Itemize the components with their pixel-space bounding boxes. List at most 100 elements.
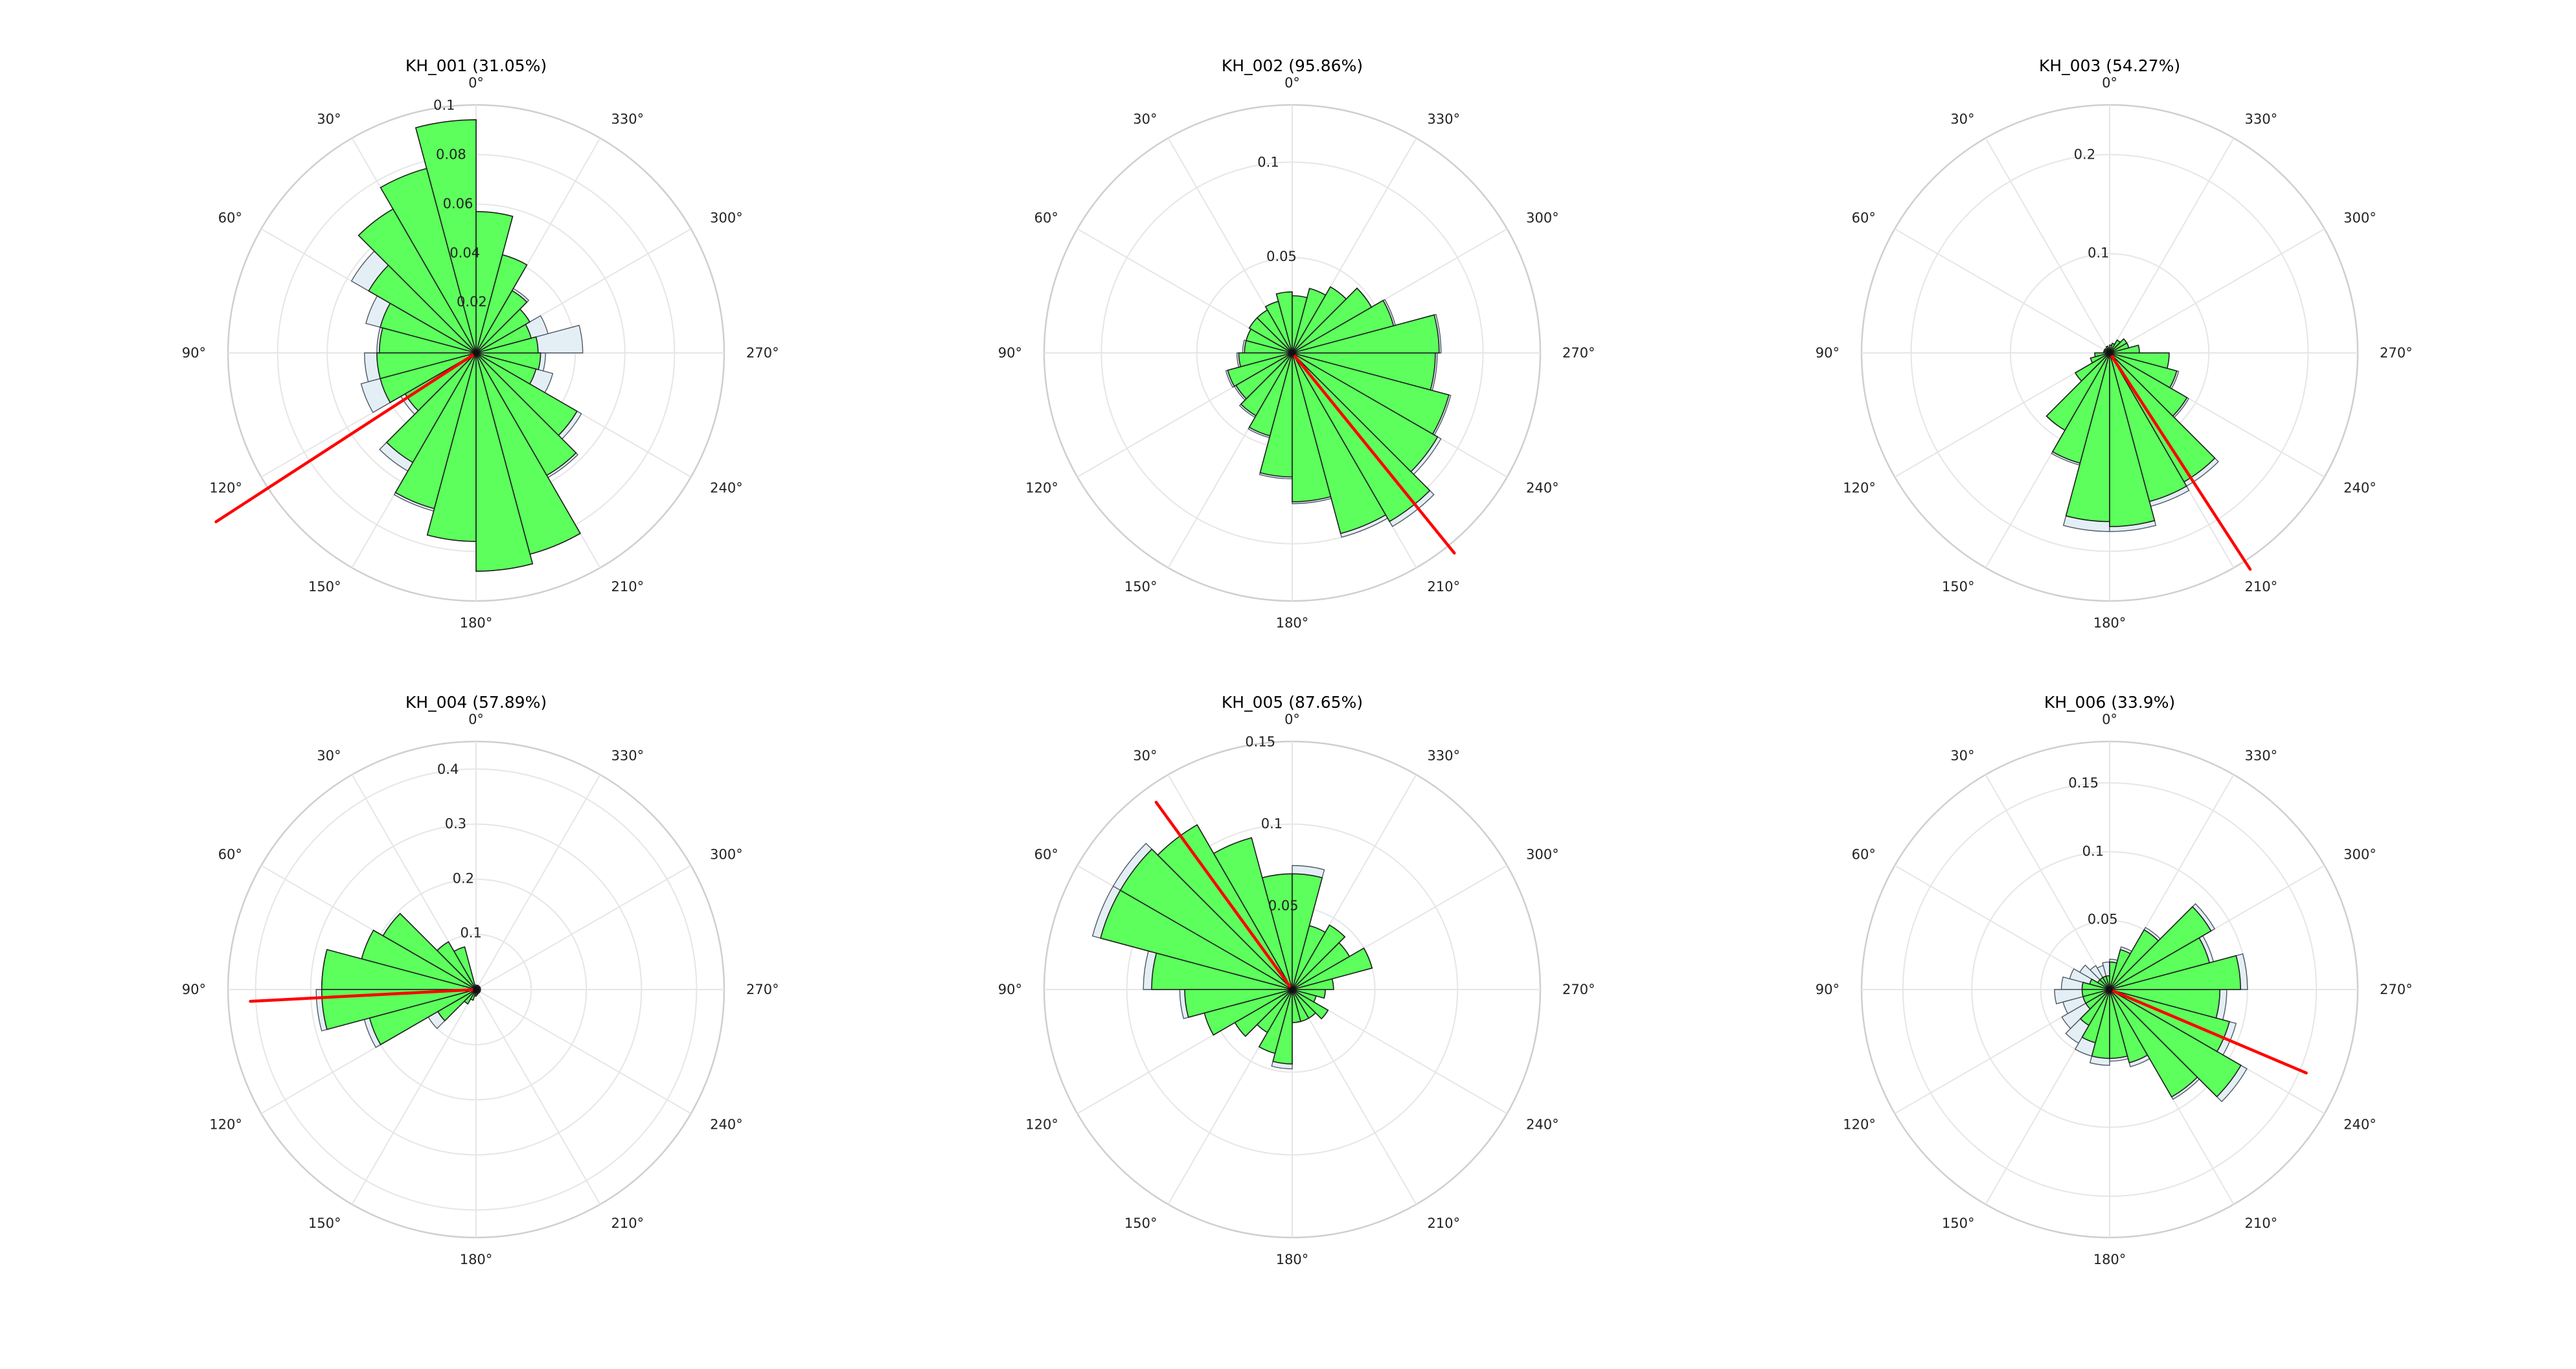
angle-tick-label: 60° bbox=[1034, 847, 1058, 863]
angle-tick-label: 90° bbox=[1816, 982, 1840, 997]
grid-spoke bbox=[1985, 137, 2110, 354]
angle-tick-label: 30° bbox=[317, 111, 341, 127]
polar-origin bbox=[2106, 986, 2113, 993]
polar-panel-1: 0.02 0.04 0.06 0.08 0.1 0° 30° 60° 90° 120° 150° 18… bbox=[182, 56, 779, 631]
radial-tick-label: 0.1 bbox=[460, 925, 481, 941]
panel-title: KH_006 (33.9%) bbox=[2044, 693, 2175, 712]
angle-tick-label: 330° bbox=[1428, 111, 1461, 127]
angle-tick-label: 150° bbox=[308, 1216, 341, 1231]
angle-tick-label: 240° bbox=[1526, 481, 1559, 496]
angle-tick-label: 150° bbox=[1942, 579, 1975, 594]
angle-tick-label: 300° bbox=[710, 210, 743, 226]
histogram-bar bbox=[2109, 338, 2128, 354]
angle-tick-label: 180° bbox=[2093, 615, 2126, 631]
histogram-bar bbox=[475, 210, 514, 354]
radial-tick-label: 0.15 bbox=[1245, 734, 1275, 750]
histogram-bar bbox=[1292, 947, 1373, 990]
angle-tick-label: 300° bbox=[2343, 210, 2377, 226]
histogram-bar bbox=[475, 352, 581, 555]
histogram-bar bbox=[380, 352, 477, 403]
radial-tick-label: 0.3 bbox=[445, 816, 466, 832]
angle-tick-label: 0° bbox=[468, 712, 484, 727]
radial-tick-label: 0.02 bbox=[457, 294, 487, 310]
radial-tick-label: 0.1 bbox=[2088, 245, 2109, 260]
mean-direction-line bbox=[1290, 351, 1456, 555]
radial-tick-label: 0.1 bbox=[2082, 843, 2104, 859]
grid-spoke bbox=[1292, 989, 1417, 1205]
angle-tick-label: 330° bbox=[611, 111, 644, 127]
angle-tick-label: 240° bbox=[710, 481, 743, 496]
histogram-bar bbox=[1292, 352, 1450, 435]
angle-tick-label: 120° bbox=[209, 1117, 242, 1133]
histogram-bar bbox=[2109, 339, 2121, 354]
radial-tick-label: 0.05 bbox=[2088, 912, 2118, 927]
grid-spoke bbox=[2109, 228, 2325, 354]
angle-tick-label: 0° bbox=[1284, 75, 1300, 91]
angle-tick-label: 330° bbox=[2245, 111, 2278, 127]
angle-tick-label: 120° bbox=[1025, 1117, 1058, 1133]
histogram-bar bbox=[1151, 952, 1293, 990]
histogram-bar bbox=[1248, 317, 1293, 354]
histogram-bar bbox=[1264, 300, 1293, 354]
angle-tick-label: 30° bbox=[1950, 111, 1974, 127]
angle-tick-label: 30° bbox=[1950, 748, 1974, 764]
histogram-bar bbox=[463, 989, 477, 1005]
angle-tick-label: 210° bbox=[2245, 579, 2278, 594]
radial-tick-label: 0.15 bbox=[2068, 775, 2099, 791]
histogram-bar bbox=[1292, 924, 1346, 990]
angle-tick-label: 150° bbox=[1942, 1216, 1975, 1231]
angle-tick-label: 300° bbox=[2343, 847, 2377, 863]
grid-spoke bbox=[475, 865, 692, 990]
histogram-bar bbox=[475, 352, 541, 370]
grid-spoke bbox=[2109, 137, 2235, 354]
polar-origin bbox=[473, 986, 479, 993]
histogram-bar bbox=[368, 264, 477, 354]
radial-tick-label: 0.06 bbox=[443, 196, 473, 211]
polar-panel-5: 0.05 0.1 0.15 0° 30° 60° 90° 120° 150° 180° 210° 24… bbox=[998, 693, 1595, 1267]
angle-tick-label: 120° bbox=[1843, 481, 1876, 496]
angle-tick-label: 270° bbox=[746, 982, 779, 997]
angle-tick-label: 150° bbox=[1124, 579, 1157, 594]
histogram-bar bbox=[2109, 352, 2178, 389]
radial-tick-label: 0.2 bbox=[2074, 147, 2095, 163]
radial-tick-label: 0.05 bbox=[1268, 898, 1299, 914]
polar-panel-3: 0.1 0.2 0° 30° 60° 90° 120° 150° 180° 210° 240° 270… bbox=[1816, 56, 2413, 631]
histogram-bar bbox=[2109, 352, 2188, 417]
angle-tick-label: 300° bbox=[1526, 847, 1559, 863]
angle-tick-label: 240° bbox=[1526, 1117, 1559, 1133]
polar-origin bbox=[1289, 986, 1295, 993]
angle-tick-label: 90° bbox=[1816, 345, 1840, 361]
panel-title: KH_005 (87.65%) bbox=[1222, 693, 1363, 712]
histogram-bar bbox=[2109, 989, 2242, 1098]
radial-tick-label: 0.05 bbox=[1266, 249, 1297, 264]
grid-spoke bbox=[475, 989, 601, 1205]
angle-tick-label: 120° bbox=[209, 481, 242, 496]
panel-title: KH_004 (57.89%) bbox=[405, 693, 547, 712]
angle-tick-label: 90° bbox=[998, 982, 1022, 997]
histogram-bar bbox=[1292, 352, 1439, 473]
mean-direction-line bbox=[214, 351, 478, 523]
grid-spoke bbox=[1894, 228, 2110, 354]
histogram-bar bbox=[380, 168, 477, 354]
angle-tick-label: 240° bbox=[2343, 1117, 2377, 1133]
angle-tick-label: 30° bbox=[1133, 748, 1157, 764]
angle-tick-label: 270° bbox=[1562, 982, 1595, 997]
angle-tick-label: 180° bbox=[2093, 1252, 2126, 1267]
grid-spoke bbox=[475, 989, 692, 1114]
angle-tick-label: 90° bbox=[998, 345, 1022, 361]
angle-tick-label: 90° bbox=[182, 982, 206, 997]
angle-tick-label: 60° bbox=[218, 210, 242, 226]
histogram-bar bbox=[2109, 929, 2160, 990]
polar-origin bbox=[2106, 350, 2113, 356]
mean-direction-line bbox=[1154, 800, 1294, 991]
histogram-bar bbox=[1292, 989, 1329, 1020]
histogram-bar bbox=[2109, 352, 2216, 483]
histogram-bar bbox=[1234, 989, 1293, 1037]
histogram-bar bbox=[1272, 989, 1293, 1065]
histogram-bar bbox=[2109, 352, 2187, 503]
angle-tick-label: 240° bbox=[2343, 481, 2377, 496]
histogram-bar bbox=[2109, 961, 2117, 990]
radial-tick-label: 0.04 bbox=[450, 245, 480, 260]
angle-tick-label: 180° bbox=[460, 1252, 493, 1267]
panel-title: KH_001 (31.05%) bbox=[405, 56, 547, 75]
